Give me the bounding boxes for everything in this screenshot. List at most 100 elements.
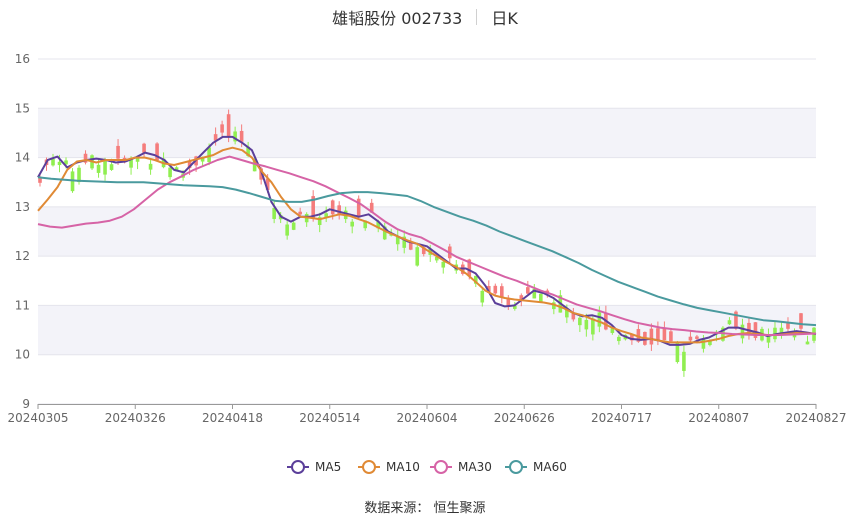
- candle-body: [350, 221, 355, 227]
- plot-bands: [38, 59, 816, 404]
- candle-body: [265, 178, 270, 190]
- candle-body: [688, 336, 693, 341]
- legend-label: MA30: [458, 460, 492, 474]
- candle-body: [766, 334, 771, 343]
- legend-label: MA10: [386, 460, 420, 474]
- legend-marker-icon: [291, 460, 305, 474]
- candle-body: [38, 176, 42, 183]
- candle-body: [402, 236, 407, 248]
- legend-marker-icon: [509, 460, 523, 474]
- candle-body: [324, 213, 328, 218]
- legend-item-ma10[interactable]: MA10: [358, 460, 420, 474]
- candle-body: [513, 305, 517, 309]
- candle-body: [565, 308, 569, 318]
- candle-body: [519, 295, 524, 300]
- x-tick-label: 20240326: [105, 411, 166, 425]
- chart-title: 雄韬股份 002733: [332, 9, 463, 28]
- series-line-ma10: [37, 146, 816, 344]
- candle-body: [473, 275, 478, 284]
- candle-body: [109, 164, 114, 170]
- legend-marker-icon: [362, 460, 376, 474]
- x-tick-label: 20240827: [785, 411, 846, 425]
- candle-body: [311, 196, 315, 219]
- candle-body: [669, 331, 673, 342]
- candle-body: [499, 286, 504, 298]
- plot-band: [38, 305, 816, 355]
- candle-body: [539, 293, 543, 303]
- series-line-ma60: [37, 176, 817, 327]
- chart-title-bar: 雄韬股份 002733 日K: [0, 4, 850, 30]
- candle-body: [246, 146, 250, 157]
- candle-body: [233, 131, 237, 142]
- candle-body: [486, 286, 491, 293]
- candle-body: [578, 317, 582, 326]
- candle-body: [220, 124, 224, 133]
- candle-body: [675, 341, 680, 363]
- candle-body: [649, 328, 654, 345]
- candle-body: [682, 351, 686, 371]
- candle-body: [734, 311, 738, 329]
- candle-body: [207, 147, 211, 163]
- candle-body: [727, 320, 732, 325]
- candle-body: [259, 168, 263, 180]
- candle-body: [148, 163, 153, 170]
- candle-body: [467, 259, 472, 277]
- candle-body: [740, 324, 745, 339]
- plot-band: [38, 256, 816, 306]
- candle-body: [805, 341, 810, 345]
- candle-body: [421, 247, 426, 255]
- candle-body: [168, 167, 172, 178]
- candle-body: [747, 322, 751, 333]
- candle-body: [506, 297, 511, 306]
- candle-body: [656, 328, 660, 340]
- candle-body: [135, 156, 140, 162]
- candle-body: [291, 222, 296, 230]
- candle-body: [779, 327, 784, 335]
- candle-body: [337, 205, 341, 216]
- candle-body: [532, 288, 537, 299]
- candle-body: [617, 336, 621, 342]
- candle-body: [77, 167, 81, 183]
- candle-body: [317, 217, 322, 226]
- candle-body: [96, 164, 101, 173]
- candle-body: [103, 161, 107, 175]
- candle-body: [382, 226, 387, 240]
- legend-item-ma5[interactable]: MA5: [287, 460, 341, 474]
- candle-body: [252, 159, 257, 172]
- y-tick-label: 13: [15, 200, 30, 214]
- legend-item-ma60[interactable]: MA60: [505, 460, 567, 474]
- x-tick-label: 20240717: [591, 411, 652, 425]
- candle-body: [272, 208, 276, 219]
- candle-body: [298, 211, 302, 215]
- x-tick-label: 20240305: [7, 411, 68, 425]
- y-tick-label: 9: [22, 397, 30, 411]
- y-tick-label: 11: [15, 298, 30, 312]
- candle-body: [116, 145, 120, 159]
- candle-body: [376, 221, 381, 229]
- legend-item-ma30[interactable]: MA30: [430, 460, 492, 474]
- y-tick-label: 10: [15, 348, 30, 362]
- candle-body: [441, 261, 446, 268]
- plot-band: [38, 59, 816, 109]
- candle-body: [285, 224, 289, 236]
- plot-band: [38, 157, 816, 207]
- candle-body: [408, 242, 413, 250]
- candle-body: [571, 312, 576, 320]
- y-axis: 9 10 11 12 13 14 15 16: [15, 52, 30, 411]
- plot-band: [38, 354, 816, 404]
- x-tick-label: 20240626: [494, 411, 555, 425]
- y-tick-label: 16: [15, 52, 30, 66]
- candle-body: [213, 134, 218, 141]
- legend[interactable]: MA5 MA10 MA30 MA60: [287, 460, 567, 474]
- candle-body: [51, 158, 55, 166]
- x-tick-label: 20240604: [396, 411, 457, 425]
- candle-body: [786, 323, 790, 329]
- candle-body: [363, 220, 368, 229]
- candle-body: [753, 322, 758, 338]
- candle-body: [721, 327, 725, 341]
- plot-band: [38, 108, 816, 158]
- x-tick-label: 20240418: [202, 411, 263, 425]
- candle-body: [200, 156, 205, 162]
- x-tick-label: 20240514: [299, 411, 360, 425]
- candle-body: [187, 161, 192, 169]
